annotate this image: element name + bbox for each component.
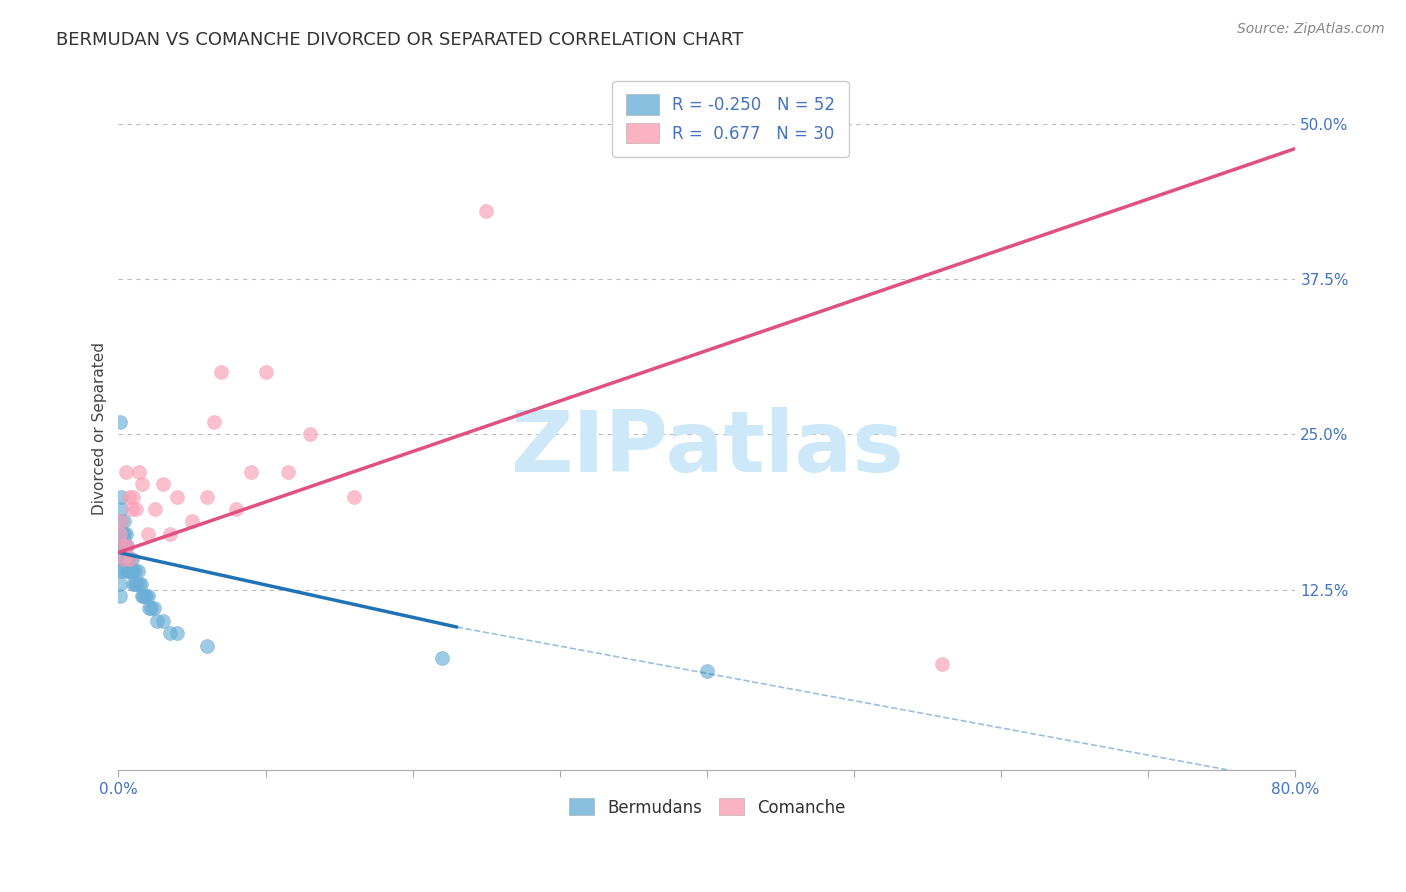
Point [131,477,153,491]
Point [122,576,145,591]
Point [110,526,132,541]
Point [118,551,141,566]
Point [166,626,188,640]
Point [125,502,148,516]
Point [136,589,159,603]
Point [114,539,136,553]
Point [181,515,204,529]
Point [118,564,141,578]
Point [166,490,188,504]
Point [195,639,218,653]
Point [114,465,136,479]
Point [112,526,135,541]
Point [138,601,160,615]
Point [110,539,132,553]
Point [159,626,181,640]
Point [931,657,953,672]
Point [152,614,174,628]
Point [128,576,150,591]
Point [108,551,131,566]
Point [142,601,165,615]
Point [111,564,134,578]
Point [145,614,167,628]
Point [209,365,232,379]
Point [202,415,225,429]
Point [110,515,132,529]
Point [127,564,149,578]
Point [112,551,135,566]
Point [122,490,145,504]
Point [112,515,135,529]
Point [111,551,134,566]
Point [225,502,247,516]
Point [117,539,139,553]
Point [117,539,139,553]
Point [131,589,153,603]
Point [124,576,146,591]
Point [112,539,135,553]
Point [121,564,143,578]
Point [696,664,718,678]
Point [121,502,143,516]
Y-axis label: Divorced or Separated: Divorced or Separated [93,342,107,515]
Point [159,526,181,541]
Text: ZIPatlas: ZIPatlas [510,407,904,491]
Text: Source: ZipAtlas.com: Source: ZipAtlas.com [1237,22,1385,37]
Point [143,502,166,516]
Point [111,539,134,553]
Point [108,564,131,578]
Point [110,502,132,516]
Point [134,589,156,603]
Point [114,526,136,541]
Point [135,589,157,603]
Point [108,576,131,591]
Point [430,651,453,665]
Point [132,589,155,603]
Point [120,551,142,566]
Point [117,551,139,566]
Point [124,564,146,578]
Point [111,539,134,553]
Point [108,526,131,541]
Point [277,465,299,479]
Point [129,576,152,591]
Point [114,551,136,566]
Point [128,465,150,479]
Point [343,490,366,504]
Point [475,203,498,218]
Point [152,477,174,491]
Point [120,551,142,566]
Point [136,526,159,541]
Point [111,526,134,541]
Point [239,465,262,479]
Point [108,415,131,429]
Text: BERMUDAN VS COMANCHE DIVORCED OR SEPARATED CORRELATION CHART: BERMUDAN VS COMANCHE DIVORCED OR SEPARAT… [56,31,744,49]
Point [298,427,321,442]
Point [195,490,218,504]
Point [139,601,162,615]
Point [121,551,143,566]
Point [108,589,131,603]
Point [118,490,141,504]
Point [110,490,132,504]
Point [254,365,277,379]
Point [117,564,139,578]
Point [122,564,145,578]
Point [110,515,132,529]
Point [125,576,148,591]
Point [120,564,142,578]
Legend: Bermudans, Comanche: Bermudans, Comanche [562,792,852,823]
